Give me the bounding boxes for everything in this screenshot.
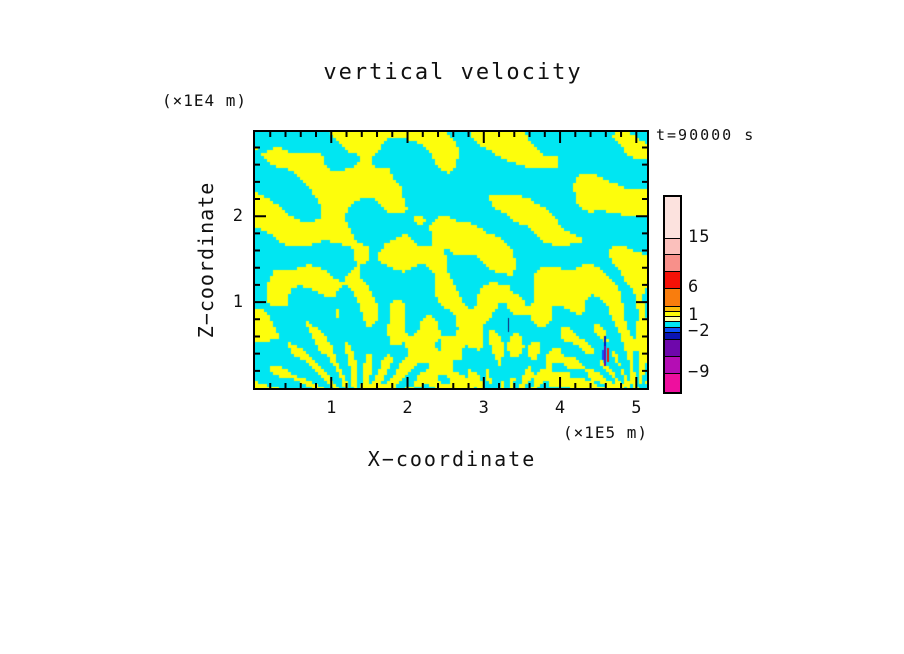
colorbar-segment bbox=[665, 374, 680, 392]
colorbar-segment bbox=[665, 328, 680, 333]
colorbar-segment bbox=[665, 333, 680, 340]
x-tick-label: 3 bbox=[478, 398, 489, 418]
colorbar-level-label: 1 bbox=[688, 305, 700, 325]
velocity-field-canvas bbox=[255, 132, 647, 388]
colorbar-level-label: 6 bbox=[688, 277, 700, 297]
y-tick-label: 1 bbox=[232, 292, 243, 313]
time-annotation: t=90000 s bbox=[656, 126, 756, 144]
colorbar-segment bbox=[665, 317, 680, 322]
plot-area bbox=[253, 130, 649, 390]
colorbar bbox=[663, 195, 682, 394]
colorbar-segment bbox=[665, 340, 680, 357]
colorbar-segment bbox=[665, 255, 680, 272]
x-axis-title: X−coordinate bbox=[367, 447, 537, 471]
x-axis-unit-label: (×1E5 m) bbox=[563, 423, 649, 442]
colorbar-segment bbox=[665, 289, 680, 307]
colorbar-level-label: 15 bbox=[688, 227, 711, 247]
y-axis-unit-label: (×1E4 m) bbox=[162, 91, 248, 110]
x-tick-label: 2 bbox=[402, 398, 413, 418]
colorbar-segment bbox=[665, 357, 680, 374]
plot-title: vertical velocity bbox=[323, 60, 583, 85]
colorbar-level-label: −9 bbox=[688, 362, 711, 382]
colorbar-segment bbox=[665, 322, 680, 328]
colorbar-segment bbox=[665, 312, 680, 317]
axis-ticks bbox=[255, 132, 647, 388]
colorbar-segment bbox=[665, 272, 680, 289]
x-tick-label: 5 bbox=[631, 398, 642, 418]
colorbar-level-label: −2 bbox=[688, 321, 711, 341]
y-axis-title: Z−coordinate bbox=[194, 181, 218, 339]
colorbar-segment bbox=[665, 239, 680, 255]
colorbar-segment bbox=[665, 307, 680, 312]
x-tick-label: 1 bbox=[326, 398, 337, 418]
x-tick-label: 4 bbox=[554, 398, 566, 418]
y-tick-label: 2 bbox=[232, 206, 243, 227]
colorbar-segment bbox=[665, 197, 680, 239]
